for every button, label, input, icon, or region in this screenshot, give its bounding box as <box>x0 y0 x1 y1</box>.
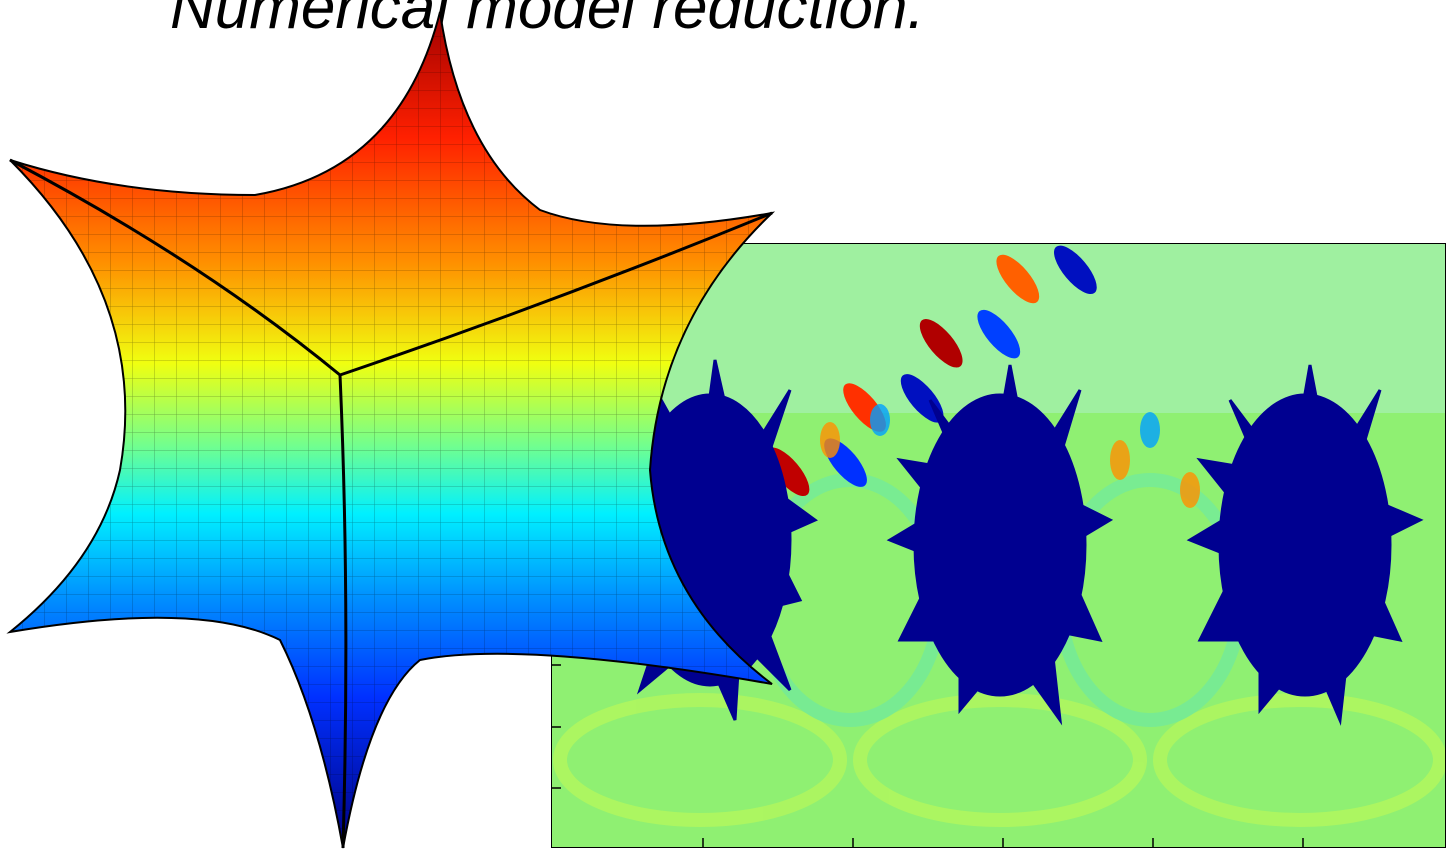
wave-plot <box>551 0 1446 848</box>
slide-page: {"header": {"title": "Numerical model re… <box>0 0 1446 851</box>
slide-title: Numerical model reduction. <box>170 0 925 42</box>
slide: Numerical model reduction. <box>0 0 1446 851</box>
